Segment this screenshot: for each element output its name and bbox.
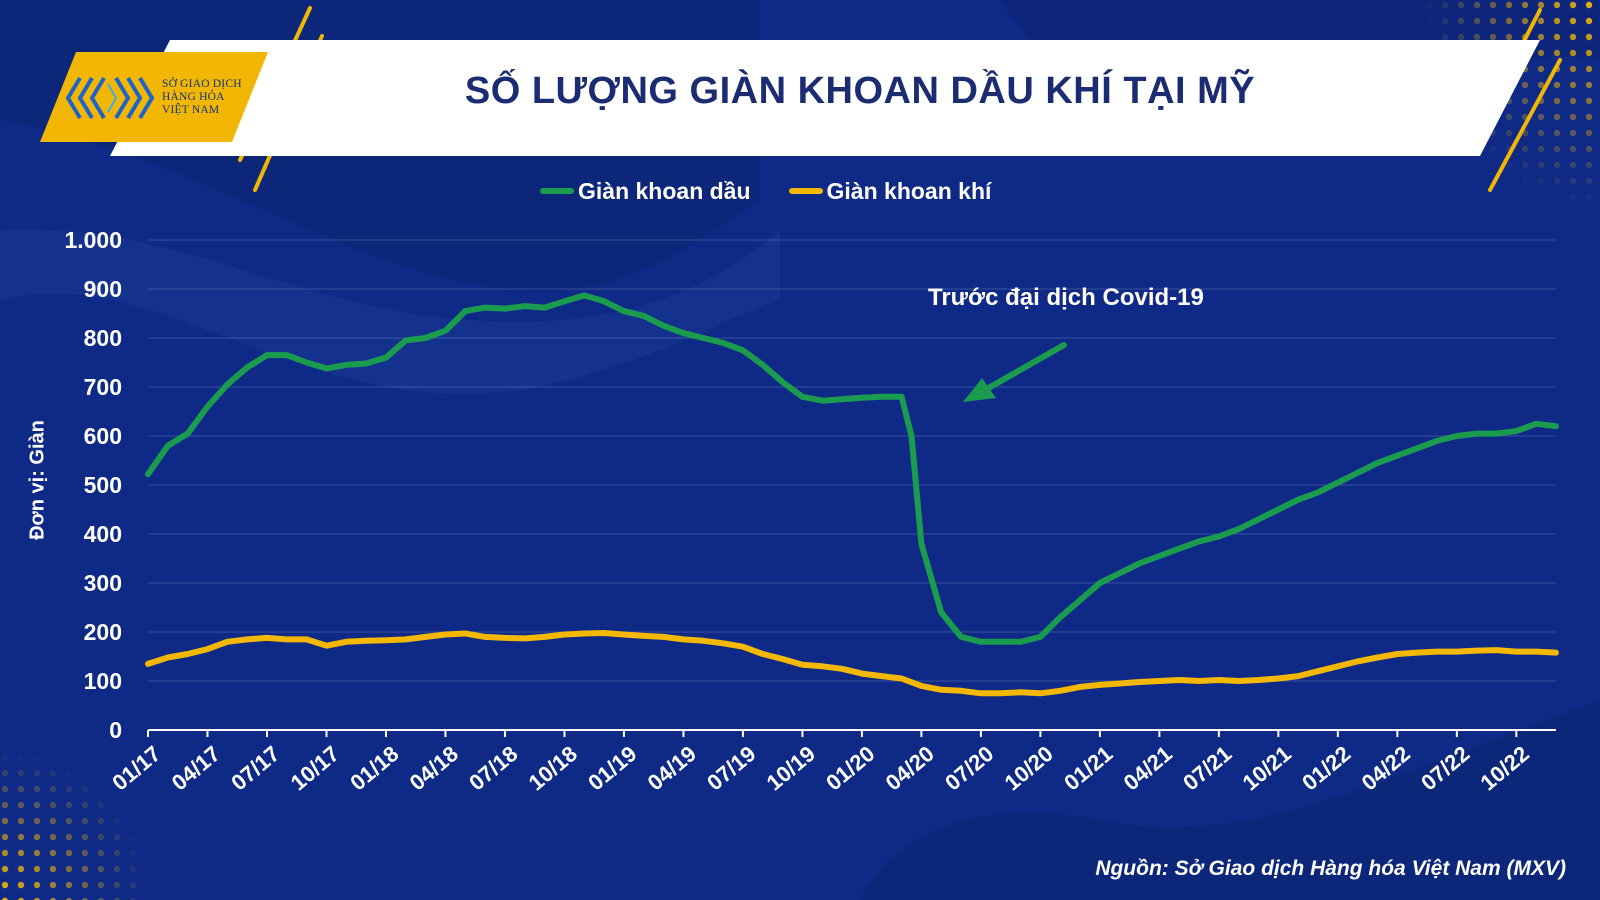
- series-line-gas: [145, 630, 1559, 697]
- y-tick-label: 0: [109, 717, 122, 743]
- x-tick-label: 01/21: [1059, 741, 1117, 796]
- y-tick-label: 600: [84, 423, 122, 449]
- x-tick-label: 01/19: [583, 741, 641, 796]
- y-tick-label: 400: [84, 521, 122, 547]
- x-tick-label: 07/18: [464, 741, 522, 796]
- legend-item-oil: Giàn khoan dầu: [540, 178, 751, 205]
- logo-text: SỞ GIAO DỊCH HÀNG HÓA VIỆT NAM: [162, 78, 262, 117]
- legend-label-oil: Giàn khoan dầu: [578, 177, 751, 204]
- logo-line-1: SỞ GIAO DỊCH: [162, 78, 242, 90]
- x-tick-label: 07/20: [940, 741, 998, 796]
- x-tick-label: 04/19: [643, 741, 701, 796]
- x-tick-label: 04/18: [405, 741, 463, 796]
- x-tick-label: 04/20: [881, 741, 939, 796]
- y-tick-label: 1.000: [64, 227, 122, 253]
- series-lines: [145, 292, 1559, 697]
- x-tick-label: 10/18: [524, 741, 582, 796]
- y-tick-label: 300: [84, 570, 122, 596]
- x-tick-label: 07/21: [1178, 741, 1236, 796]
- x-tick-label: 01/18: [345, 741, 403, 796]
- x-tick-label: 10/20: [1000, 741, 1058, 796]
- x-tick-label: 10/17: [286, 741, 344, 796]
- logo-line-3: VIỆT NAM: [162, 104, 220, 116]
- legend: Giàn khoan dầu Giàn khoan khí: [540, 176, 991, 206]
- legend-swatch-oil: [540, 188, 574, 194]
- page-title: SỐ LƯỢNG GIÀN KHOAN DẦU KHÍ TẠI MỸ: [464, 70, 1256, 112]
- legend-item-gas: Giàn khoan khí: [788, 177, 992, 205]
- legend-swatch-gas: [788, 188, 823, 194]
- grid-lines: [148, 239, 1556, 731]
- x-tick-label: 10/21: [1238, 741, 1296, 796]
- x-tick-label: 10/19: [762, 741, 820, 796]
- x-tick-label: 01/22: [1297, 741, 1355, 796]
- y-tick-label: 700: [84, 374, 122, 400]
- x-tick-label: 07/22: [1416, 741, 1474, 796]
- logo-box: [40, 52, 268, 142]
- x-tick-label: 04/17: [167, 741, 225, 796]
- logo-line-2: HÀNG HÓA: [162, 91, 225, 103]
- x-tick-label: 07/17: [226, 741, 284, 796]
- x-tick-label: 07/19: [702, 741, 760, 796]
- x-tick-label: 01/17: [107, 741, 165, 796]
- y-tick-label: 100: [84, 668, 122, 694]
- x-tick-labels: 01/17 04/17 07/17 10/17 01/18 04/18 07/18 10/18…: [107, 730, 1534, 795]
- legend-label-gas: Giàn khoan khí: [826, 177, 992, 204]
- series-line-oil: [145, 292, 1559, 645]
- annotation-arrow-icon: [963, 342, 1067, 402]
- y-tick-label: 500: [84, 472, 122, 498]
- y-tick-label: 200: [84, 619, 122, 645]
- covid-annotation: Trước đại dịch Covid-19: [928, 284, 1204, 311]
- source-note: Nguồn: Sở Giao dịch Hàng hóa Việt Nam (M…: [1095, 857, 1566, 880]
- x-tick-label: 04/21: [1119, 741, 1177, 796]
- x-tick-label: 04/22: [1357, 741, 1415, 796]
- mxv-logo-icon: [66, 76, 155, 120]
- y-tick-labels: 0 100 200 300 400 500 600 700 800 900 1.000: [64, 227, 122, 743]
- y-tick-label: 900: [84, 276, 122, 302]
- y-tick-label: 800: [84, 325, 122, 351]
- title-banner: [110, 40, 1540, 156]
- x-tick-label: 01/20: [821, 741, 879, 796]
- x-tick-label: 10/22: [1476, 741, 1534, 796]
